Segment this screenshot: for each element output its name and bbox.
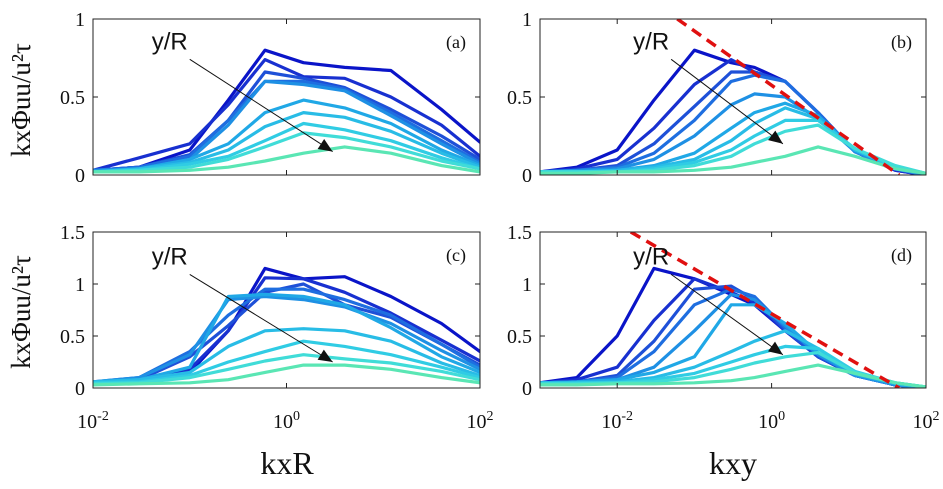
panel-label-d: (d)	[891, 245, 912, 266]
ytick-label-c-2: 1	[75, 274, 85, 296]
annotation-arrowhead-c	[317, 349, 333, 362]
series-line-d-10	[540, 363, 926, 388]
ytick-label-c-0: 0	[75, 378, 85, 400]
xtick-label-d-2: 102	[913, 409, 940, 433]
series-line-c-10	[93, 363, 480, 387]
series-line-b-10	[540, 145, 926, 175]
annotation-arrow-c	[189, 273, 333, 363]
ytick-label-a-2: 1	[75, 9, 85, 31]
panel-label-b: (b)	[891, 32, 912, 53]
series-group-c	[93, 266, 480, 387]
ytick-label-d-2: 1	[522, 274, 532, 296]
series-line-c-7	[93, 327, 480, 384]
ytick-label-b-2: 1	[522, 9, 532, 31]
panel-label-a: (a)	[446, 32, 466, 53]
annotation-text-c: y/R	[152, 243, 188, 270]
annotation-arrow-a	[189, 58, 333, 153]
ytick-label-c-1: 0.5	[60, 326, 85, 348]
ylabel-bottom: kxΦuu/u²τ	[6, 255, 36, 369]
reference-line-b	[676, 19, 901, 175]
series-group-d	[540, 232, 926, 388]
xlabel-right: kxy	[709, 445, 757, 481]
annotation-text-b: y/R	[633, 28, 669, 55]
xtick-label-d-1: 100	[758, 409, 785, 433]
panel-b: 0 0.5 1 (b) y/R	[507, 9, 927, 187]
xlabel-left: kxR	[260, 445, 314, 481]
ytick-label-b-1: 0.5	[507, 87, 532, 109]
panel-c: 0 0.5 1 1.5 10-2 100 102 (c) y/R	[60, 222, 494, 433]
ytick-label-a-1: 0.5	[60, 87, 85, 109]
ytick-label-d-3: 1.5	[507, 222, 532, 244]
ytick-label-d-1: 0.5	[507, 326, 532, 348]
annotation-arrowhead-b	[768, 130, 783, 144]
axes-box-d	[539, 231, 927, 389]
ylabel-top: kxΦuu/u²τ	[6, 43, 36, 157]
xtick-label-c-2: 102	[467, 409, 494, 433]
annotation-text-d: y/R	[633, 243, 669, 270]
series-group-a	[93, 48, 480, 174]
series-line-a-2	[93, 57, 480, 172]
ytick-label-c-3: 1.5	[60, 222, 85, 244]
panel-d: 0 0.5 1 1.5 10-2 100 102 (d) y/R	[507, 222, 940, 433]
panel-a: 0 0.5 1 (a) y/R	[60, 9, 481, 187]
ytick-label-d-0: 0	[522, 378, 532, 400]
reference-line-d	[629, 232, 901, 388]
annotation-text-a: y/R	[152, 28, 188, 55]
annotation-arrowhead-d	[768, 341, 783, 355]
panel-label-c: (c)	[446, 245, 466, 266]
xtick-label-c-1: 100	[273, 409, 300, 433]
annotation-arrow-b	[670, 58, 784, 145]
xtick-label-d-0: 10-2	[601, 409, 633, 433]
series-line-a-10	[93, 145, 480, 174]
series-group-b	[540, 19, 926, 175]
annotation-arrow-d	[670, 273, 784, 356]
ytick-label-a-0: 0	[75, 165, 85, 187]
annotation-arrowhead-a	[317, 138, 333, 152]
ytick-label-b-0: 0	[522, 165, 532, 187]
xtick-label-c-0: 10-2	[77, 409, 109, 433]
